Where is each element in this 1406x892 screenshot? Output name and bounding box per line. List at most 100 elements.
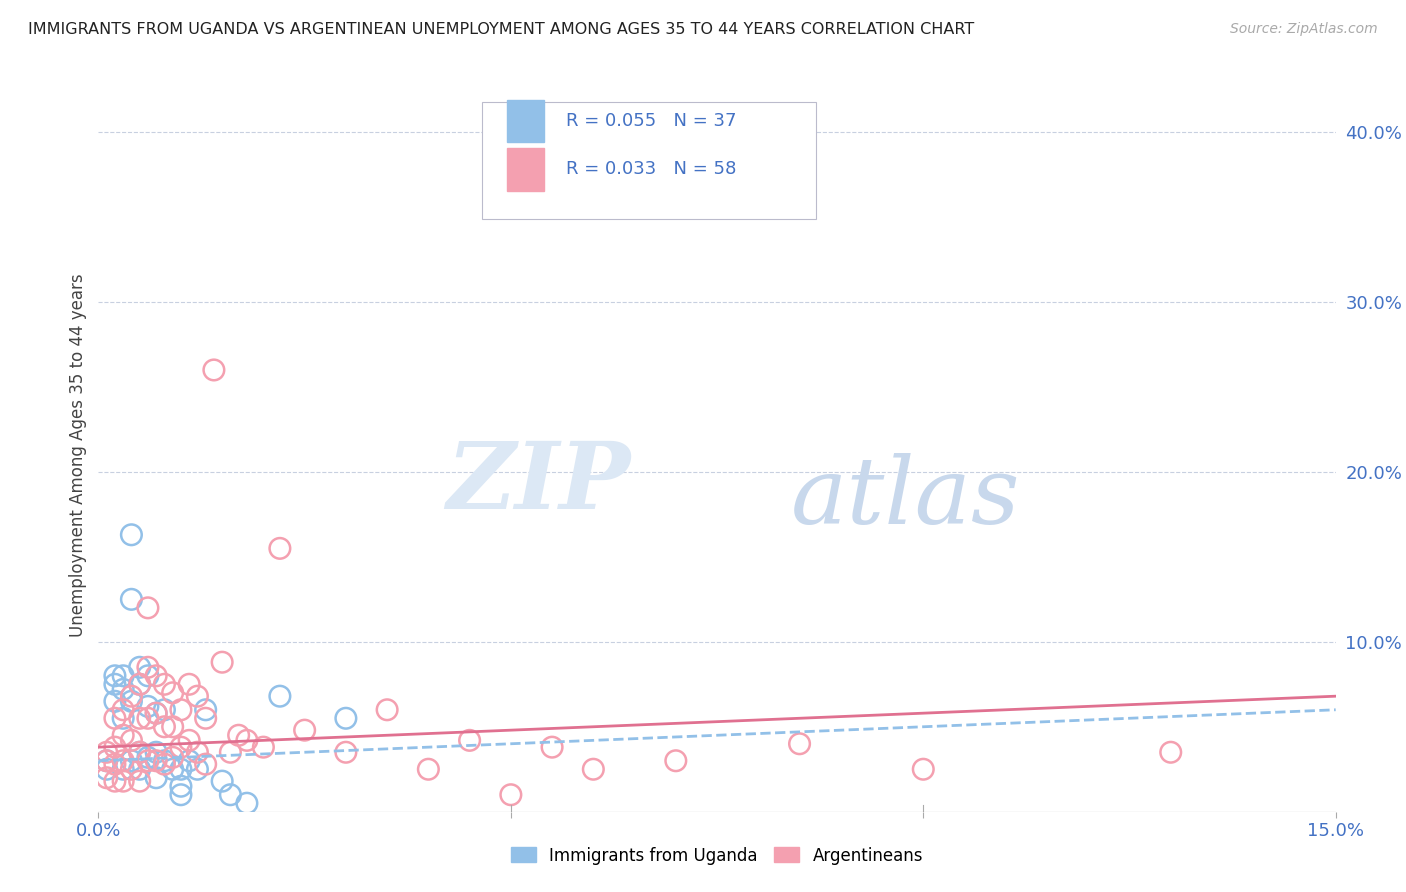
Text: Source: ZipAtlas.com: Source: ZipAtlas.com	[1230, 22, 1378, 37]
Point	[112, 669, 135, 683]
Point	[458, 733, 481, 747]
Point	[112, 703, 135, 717]
Point	[136, 750, 159, 764]
Point	[153, 720, 176, 734]
Y-axis label: Unemployment Among Ages 35 to 44 years: Unemployment Among Ages 35 to 44 years	[69, 273, 87, 637]
Point	[120, 592, 142, 607]
Point	[136, 600, 159, 615]
Point	[112, 682, 135, 697]
FancyBboxPatch shape	[506, 148, 544, 191]
Point	[335, 711, 357, 725]
Point	[194, 757, 217, 772]
Point	[96, 771, 118, 785]
Point	[145, 754, 167, 768]
FancyBboxPatch shape	[482, 102, 815, 219]
Point	[499, 788, 522, 802]
Point	[145, 745, 167, 759]
Point	[162, 762, 184, 776]
Point	[128, 711, 150, 725]
Point	[179, 754, 201, 768]
Point	[153, 754, 176, 768]
Point	[294, 723, 316, 738]
Point	[541, 740, 564, 755]
Point	[219, 745, 242, 759]
Point	[136, 660, 159, 674]
Point	[145, 771, 167, 785]
Point	[179, 733, 201, 747]
Text: R = 0.055   N = 37: R = 0.055 N = 37	[567, 112, 737, 130]
Point	[136, 754, 159, 768]
Point	[252, 740, 274, 755]
Point	[153, 703, 176, 717]
Point	[202, 363, 225, 377]
Point	[236, 796, 259, 810]
Point	[170, 740, 193, 755]
Point	[112, 754, 135, 768]
Point	[179, 677, 201, 691]
Point	[418, 762, 440, 776]
Point	[912, 762, 935, 776]
Point	[145, 669, 167, 683]
Point	[112, 728, 135, 742]
Point	[136, 669, 159, 683]
Point	[104, 694, 127, 708]
Point	[665, 754, 688, 768]
Point	[128, 677, 150, 691]
Point	[136, 699, 159, 714]
Text: IMMIGRANTS FROM UGANDA VS ARGENTINEAN UNEMPLOYMENT AMONG AGES 35 TO 44 YEARS COR: IMMIGRANTS FROM UGANDA VS ARGENTINEAN UN…	[28, 22, 974, 37]
Point	[128, 745, 150, 759]
Point	[170, 788, 193, 802]
Point	[128, 660, 150, 674]
Point	[120, 762, 142, 776]
Text: atlas: atlas	[792, 453, 1021, 542]
Text: R = 0.033   N = 58: R = 0.033 N = 58	[567, 161, 737, 178]
Point	[162, 686, 184, 700]
Text: ZIP: ZIP	[446, 439, 630, 528]
Point	[112, 774, 135, 789]
Point	[96, 754, 118, 768]
Point	[120, 528, 142, 542]
Point	[375, 703, 398, 717]
Point	[136, 711, 159, 725]
Point	[194, 711, 217, 725]
Point	[186, 689, 208, 703]
Point	[120, 754, 142, 768]
Point	[112, 711, 135, 725]
Point	[104, 774, 127, 789]
Point	[120, 733, 142, 747]
Point	[789, 737, 811, 751]
Point	[96, 745, 118, 759]
Point	[236, 733, 259, 747]
Point	[104, 677, 127, 691]
Point	[186, 762, 208, 776]
Point	[104, 669, 127, 683]
Point	[1160, 745, 1182, 759]
Point	[211, 774, 233, 789]
Point	[120, 689, 142, 703]
FancyBboxPatch shape	[506, 100, 544, 143]
Point	[104, 711, 127, 725]
Point	[153, 677, 176, 691]
Point	[96, 762, 118, 776]
Point	[128, 745, 150, 759]
Point	[112, 762, 135, 776]
Point	[162, 720, 184, 734]
Point	[582, 762, 605, 776]
Point	[219, 788, 242, 802]
Point	[104, 740, 127, 755]
Point	[186, 745, 208, 759]
Point	[211, 655, 233, 669]
Point	[269, 541, 291, 556]
Point	[228, 728, 250, 742]
Point	[96, 754, 118, 768]
Point	[120, 694, 142, 708]
Legend: Immigrants from Uganda, Argentineans: Immigrants from Uganda, Argentineans	[505, 840, 929, 871]
Point	[170, 703, 193, 717]
Point	[269, 689, 291, 703]
Point	[335, 745, 357, 759]
Point	[128, 677, 150, 691]
Point	[162, 750, 184, 764]
Point	[153, 757, 176, 772]
Point	[128, 774, 150, 789]
Point	[170, 779, 193, 793]
